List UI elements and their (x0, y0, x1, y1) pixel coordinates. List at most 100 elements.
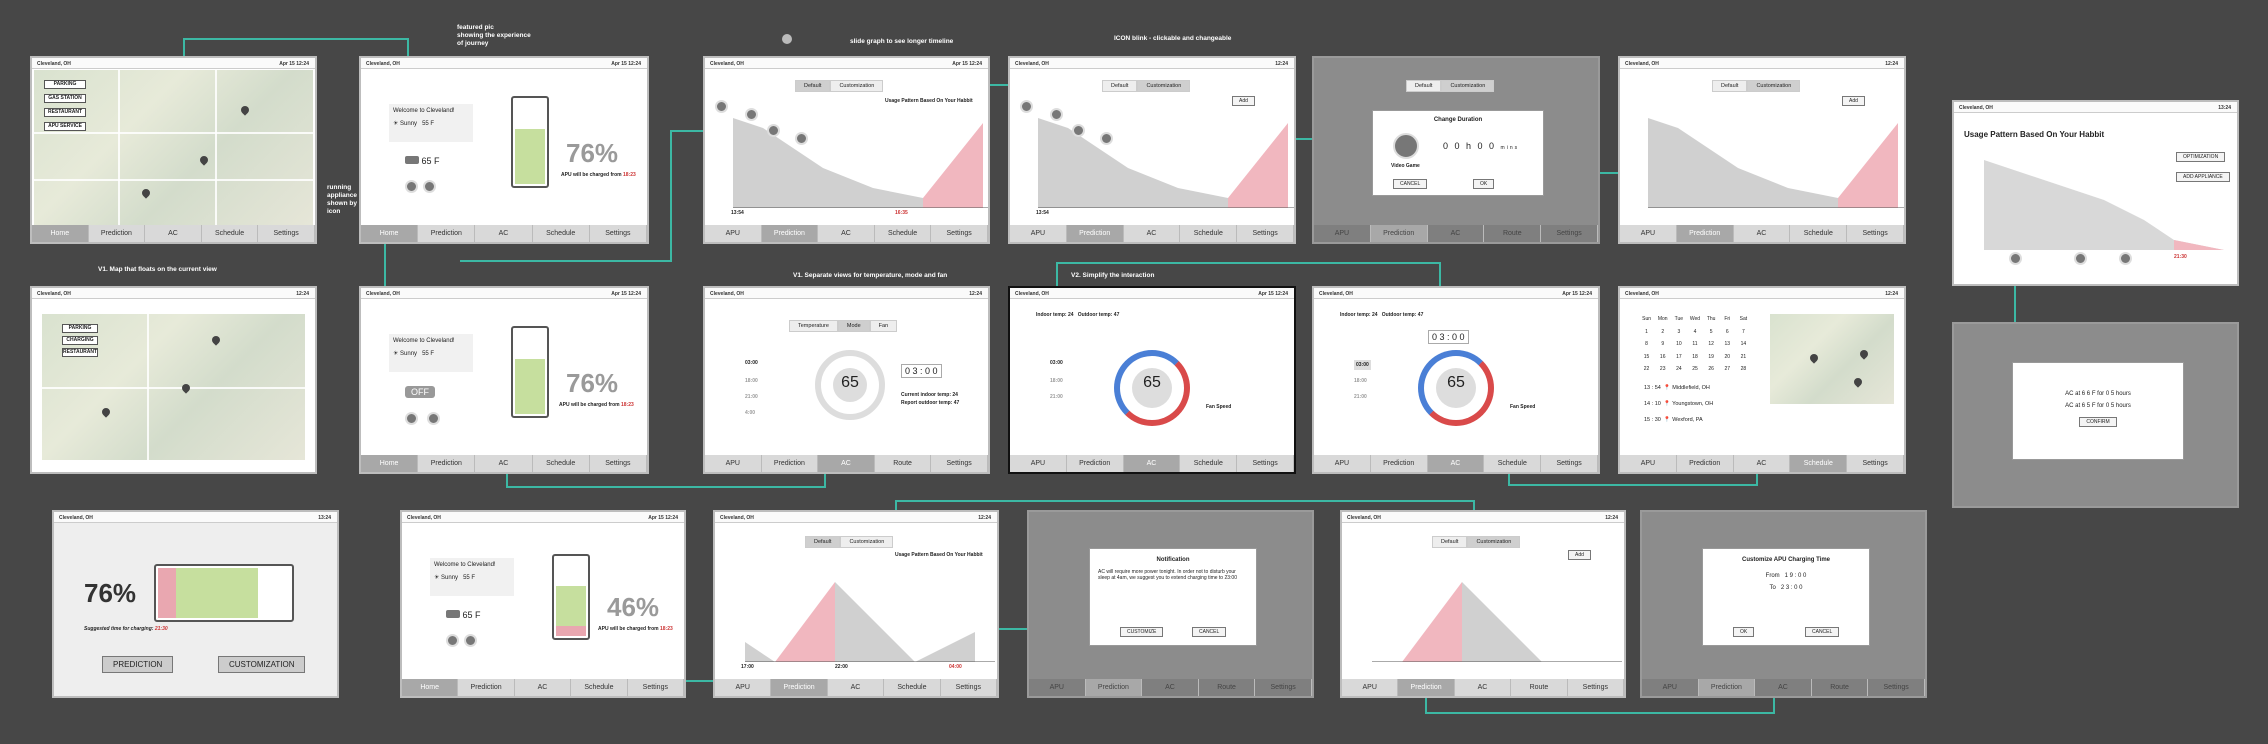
nav-settings[interactable]: Settings (1868, 679, 1925, 696)
calendar-day[interactable]: 24 (1676, 366, 1682, 373)
nav-ac[interactable]: AC (818, 225, 875, 242)
add-appliance-button[interactable]: ADD APPLIANCE (2176, 172, 2230, 182)
nav-home[interactable]: Home (361, 455, 419, 472)
nav-schedule[interactable]: Schedule (533, 225, 590, 242)
map-pin[interactable] (140, 187, 152, 199)
calendar-day[interactable]: 22 (1643, 366, 1650, 373)
nav-schedule[interactable]: Schedule (884, 679, 941, 696)
nav-prediction[interactable]: Prediction (458, 679, 515, 696)
calendar-day[interactable]: 2 (1661, 328, 1665, 335)
calendar-day[interactable]: 27 (1724, 366, 1731, 373)
calendar-day[interactable]: 4 (1693, 328, 1697, 335)
nav-ac[interactable]: AC (1755, 679, 1812, 696)
nav-prediction[interactable]: Prediction (1677, 455, 1734, 472)
ok-button[interactable]: OK (1733, 627, 1755, 637)
nav-home[interactable]: Home (32, 225, 89, 242)
nav-schedule[interactable]: Schedule (571, 679, 628, 696)
nav-settings[interactable]: Settings (590, 455, 647, 472)
nav-route[interactable]: Route (875, 455, 932, 472)
map[interactable]: PARKING CHARGING RESTAURANT (42, 314, 305, 460)
add-button[interactable]: Add (1232, 96, 1255, 106)
prediction-button[interactable]: PREDICTION (102, 656, 174, 673)
nav-prediction[interactable]: Prediction (1698, 679, 1756, 696)
cancel-button[interactable]: CANCEL (1192, 627, 1227, 637)
appliance-icon[interactable] (423, 180, 436, 193)
map[interactable]: PARKING GAS STATION RESTAURANT APU SERVI… (34, 70, 313, 225)
nav-ac[interactable]: AC (1734, 455, 1791, 472)
appliance-icon[interactable] (715, 100, 728, 113)
nav-route[interactable]: Route (1511, 679, 1568, 696)
nav-prediction[interactable]: Prediction (1398, 679, 1455, 696)
nav-settings[interactable]: Settings (628, 679, 684, 696)
nav-apu[interactable]: APU (715, 679, 772, 696)
temperature-dial[interactable]: 65 (1114, 350, 1190, 426)
nav-prediction[interactable]: Prediction (1066, 225, 1124, 242)
nav-ac[interactable]: AC (145, 225, 202, 242)
nav-settings[interactable]: Settings (1847, 455, 1904, 472)
tab-custom[interactable]: Customization (830, 80, 884, 92)
calendar-day[interactable]: 14 (1740, 341, 1747, 348)
nav-apu[interactable]: APU (1314, 455, 1371, 472)
calendar-day[interactable]: 13 (1724, 341, 1731, 348)
nav-ac[interactable]: AC (1427, 455, 1485, 472)
nav-settings[interactable]: Settings (590, 225, 647, 242)
tab-fan[interactable]: Fan (869, 320, 898, 332)
nav-settings[interactable]: Settings (1541, 455, 1598, 472)
nav-settings[interactable]: Settings (1237, 455, 1294, 472)
tab-default[interactable]: Default (1712, 80, 1748, 92)
cancel-button[interactable]: CANCEL (1393, 179, 1428, 189)
appliance-icon[interactable] (745, 108, 758, 121)
nav-apu[interactable]: APU (1620, 225, 1677, 242)
tab-default[interactable]: Default (1102, 80, 1138, 92)
nav-apu[interactable]: APU (1010, 225, 1067, 242)
nav-settings[interactable]: Settings (1541, 225, 1598, 242)
appliance-icon[interactable] (1100, 132, 1113, 145)
nav-ac[interactable]: AC (515, 679, 572, 696)
map-filter-button[interactable]: CHARGING (62, 336, 98, 345)
nav-ac[interactable]: AC (475, 455, 533, 472)
calendar-day[interactable]: 21 (1740, 353, 1747, 360)
appliance-icon[interactable] (464, 634, 477, 647)
nav-prediction[interactable]: Prediction (89, 225, 146, 242)
nav-prediction[interactable]: Prediction (761, 225, 819, 242)
appliance-icon[interactable] (427, 412, 440, 425)
tab-custom[interactable]: Customization (840, 536, 894, 548)
nav-home[interactable]: Home (402, 679, 459, 696)
calendar-day[interactable]: 8 (1645, 341, 1648, 348)
ok-button[interactable]: OK (1473, 179, 1495, 189)
calendar-day[interactable]: 26 (1708, 366, 1714, 373)
nav-ac[interactable]: AC (818, 455, 875, 472)
nav-apu[interactable]: APU (705, 455, 762, 472)
nav-schedule[interactable]: Schedule (1484, 455, 1542, 472)
tab-custom[interactable]: Customization (1747, 80, 1801, 92)
calendar-day[interactable]: 28 (1740, 366, 1747, 373)
nav-prediction[interactable]: Prediction (771, 679, 828, 696)
map-pin[interactable] (100, 406, 112, 418)
calendar-day[interactable]: 9 (1661, 341, 1665, 348)
nav-apu[interactable]: APU (1314, 225, 1371, 242)
nav-apu[interactable]: APU (705, 225, 762, 242)
usage-chart[interactable] (1038, 108, 1294, 208)
calendar-day[interactable]: 3 (1677, 328, 1681, 335)
appliance-icon[interactable] (405, 412, 418, 425)
tab-custom[interactable]: Customization (1137, 80, 1191, 92)
usage-chart[interactable] (1372, 562, 1622, 662)
nav-route[interactable]: Route (1199, 679, 1256, 696)
calendar-day[interactable]: 5 (1709, 328, 1713, 335)
nav-home[interactable]: Home (361, 225, 419, 242)
nav-prediction[interactable]: Prediction (1370, 225, 1428, 242)
route-map[interactable] (1770, 314, 1894, 404)
ac-status[interactable]: 65 F (405, 156, 440, 166)
calendar-day[interactable]: 11 (1692, 341, 1698, 348)
appliance-icon[interactable] (2074, 252, 2087, 265)
map-pin[interactable] (239, 104, 251, 116)
nav-prediction[interactable]: Prediction (418, 225, 476, 242)
tab-mode[interactable]: Mode (837, 320, 870, 332)
calendar[interactable]: Sun Mon Tue Wed Thu Fri Sat 1 2 3 4 5 6 7 8 9 10 11 12 13 14… (1640, 316, 1750, 376)
usage-chart[interactable] (733, 108, 989, 208)
appliance-icon[interactable] (2119, 252, 2132, 265)
tab-default[interactable]: Default (1406, 80, 1442, 92)
calendar-day[interactable]: 25 (1692, 366, 1698, 373)
list-item[interactable]: 13 : 54 📍 Middlefield, OH (1644, 385, 1710, 391)
nav-ac[interactable]: AC (1142, 679, 1199, 696)
